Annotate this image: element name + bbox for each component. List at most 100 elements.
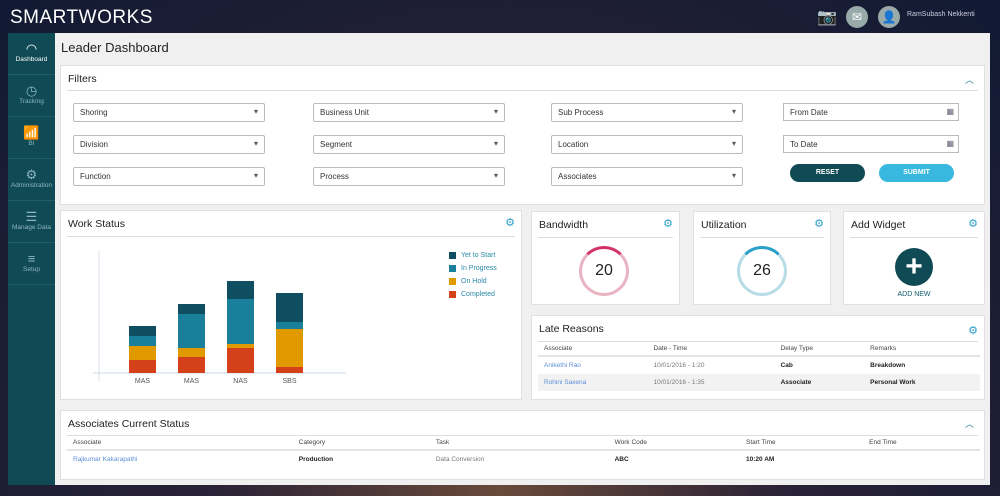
- table-cell[interactable]: Rohini Saxena: [544, 379, 587, 386]
- divider: [700, 237, 824, 238]
- sidebar: ◠ Dashboard ◷ Tracking 📶 BI ⚙ Administration ☰ Ma…: [8, 33, 55, 485]
- table-cell: 10/01/2016 - 1:20: [653, 362, 705, 369]
- utilization-panel: Utilization ⚙ 26: [693, 211, 831, 305]
- bar-on-hold[interactable]: [227, 344, 254, 348]
- column-header: Remarks: [864, 342, 980, 357]
- sidebar-item-label: Manage Data: [11, 224, 52, 231]
- legend-item[interactable]: Yet to Start: [449, 249, 497, 262]
- calendar-icon[interactable]: ▦: [946, 139, 954, 148]
- legend-item[interactable]: In Progress: [449, 262, 497, 275]
- collapse-icon[interactable]: ︿: [964, 75, 974, 85]
- database-icon: ☰: [25, 209, 38, 224]
- legend-swatch: [449, 265, 456, 272]
- bar-in-progress[interactable]: [129, 336, 156, 346]
- top-bar: SMARTWORKS 📷 ✉ 👤 RamSubash Nekkenti: [0, 0, 1000, 33]
- sub-process-select[interactable]: Sub Process: [551, 103, 743, 122]
- table-row: Rajkumar Kakarapathi Production Data Conve…: [67, 450, 980, 468]
- table-cell: ABC: [614, 456, 629, 463]
- bar-in-progress[interactable]: [276, 322, 303, 329]
- late-reasons-title: Late Reasons: [539, 323, 604, 335]
- bar-on-hold[interactable]: [276, 329, 303, 367]
- bar-completed[interactable]: [227, 348, 254, 373]
- legend-label: Completed: [461, 291, 495, 298]
- chart-legend: Yet to Start In Progress On Hold Completed: [449, 249, 497, 301]
- filters-title: Filters: [68, 73, 97, 85]
- bar-in-progress[interactable]: [227, 299, 254, 344]
- business-unit-select[interactable]: Business Unit: [313, 103, 505, 122]
- table-header: Associate Category Task Work Code Start Time…: [67, 436, 980, 451]
- legend-swatch: [449, 252, 456, 259]
- sidebar-item-setup[interactable]: ≡ Setup: [8, 243, 55, 285]
- mail-icon[interactable]: ✉: [846, 6, 868, 28]
- segment-select[interactable]: Segment: [313, 135, 505, 154]
- process-select[interactable]: Process: [313, 167, 505, 186]
- filters-panel: Filters ︿ Shoring Business Unit Sub Proces…: [60, 65, 985, 205]
- bar-yet-to-start[interactable]: [129, 326, 156, 336]
- associates-title: Associates Current Status: [68, 418, 190, 430]
- bar-on-hold[interactable]: [178, 348, 205, 357]
- legend-item[interactable]: Completed: [449, 288, 497, 301]
- associates-panel: Associates Current Status ︿ Associate Cat…: [60, 410, 985, 480]
- legend-swatch: [449, 278, 456, 285]
- sidebar-item-tracking[interactable]: ◷ Tracking: [8, 75, 55, 117]
- table-cell[interactable]: Rajkumar Kakarapathi: [73, 456, 138, 463]
- location-select[interactable]: Location: [551, 135, 743, 154]
- division-select[interactable]: Division: [73, 135, 265, 154]
- column-header: Work Code: [608, 436, 740, 451]
- utilization-gauge: 26: [737, 246, 787, 296]
- submit-button[interactable]: SUBMIT: [879, 164, 954, 182]
- calendar-icon[interactable]: ▦: [946, 107, 954, 116]
- late-reasons-panel: Late Reasons ⚙ Associate Date - Time Delay…: [531, 315, 985, 400]
- bar-completed[interactable]: [129, 360, 156, 373]
- column-header: End Time: [863, 436, 980, 451]
- settings-icon[interactable]: ⚙: [663, 218, 673, 230]
- to-date-placeholder: To Date: [790, 140, 818, 149]
- bar-completed[interactable]: [178, 357, 205, 373]
- bar-in-progress[interactable]: [178, 314, 205, 348]
- add-icon[interactable]: +: [895, 248, 933, 286]
- avatar[interactable]: 👤: [878, 6, 900, 28]
- add-new-button[interactable]: ADD NEW: [897, 291, 931, 298]
- to-date-input[interactable]: To Date ▦: [783, 135, 959, 153]
- table-cell: Production: [298, 456, 334, 463]
- settings-icon[interactable]: ⚙: [968, 218, 978, 230]
- function-select[interactable]: Function: [73, 167, 265, 186]
- camera-icon[interactable]: 📷: [817, 9, 837, 26]
- bar-yet-to-start[interactable]: [227, 281, 254, 299]
- divider: [538, 237, 673, 238]
- bar-completed[interactable]: [276, 367, 303, 373]
- bar-on-hold[interactable]: [129, 346, 156, 360]
- bar-yet-to-start[interactable]: [276, 293, 303, 322]
- sidebar-item-label: Administration: [10, 182, 53, 189]
- legend-item[interactable]: On Hold: [449, 275, 497, 288]
- shoring-select[interactable]: Shoring: [73, 103, 265, 122]
- late-reasons-table: Associate Date - Time Delay Type Remarks Ani…: [538, 342, 980, 391]
- table-cell[interactable]: Anikethi Rao: [544, 362, 581, 369]
- add-widget-panel: Add Widget ⚙ + ADD NEW: [843, 211, 985, 305]
- table-row: Rohini Saxena 10/01/2016 - 1:35 Associate P…: [538, 374, 980, 391]
- x-tick-label: MAS: [135, 378, 151, 385]
- sidebar-item-manage-data[interactable]: ☰ Manage Data: [8, 201, 55, 243]
- bandwidth-panel: Bandwidth ⚙ 20: [531, 211, 680, 305]
- sidebar-item-bi[interactable]: 📶 BI: [8, 117, 55, 159]
- table-cell: 10:20 AM: [746, 456, 775, 463]
- reset-button[interactable]: RESET: [790, 164, 865, 182]
- sidebar-item-dashboard[interactable]: ◠ Dashboard: [8, 33, 55, 75]
- settings-icon[interactable]: ⚙: [814, 218, 824, 230]
- legend-label: On Hold: [461, 278, 487, 285]
- gauge-icon: ◠: [25, 41, 38, 56]
- associates-table: Associate Category Task Work Code Start Time…: [67, 436, 980, 468]
- collapse-icon[interactable]: ︿: [964, 419, 974, 429]
- from-date-input[interactable]: From Date ▦: [783, 103, 959, 121]
- associates-select[interactable]: Associates: [551, 167, 743, 186]
- sliders-icon: ≡: [27, 251, 36, 266]
- sidebar-item-administration[interactable]: ⚙ Administration: [8, 159, 55, 201]
- sidebar-item-label: BI: [28, 140, 35, 147]
- bar-yet-to-start[interactable]: [178, 304, 205, 314]
- settings-icon[interactable]: ⚙: [505, 217, 515, 229]
- utilization-title: Utilization: [701, 219, 747, 231]
- main-content: Leader Dashboard Filters ︿ Shoring Busine…: [55, 33, 990, 485]
- user-name[interactable]: RamSubash Nekkenti: [907, 11, 975, 18]
- settings-icon[interactable]: ⚙: [968, 325, 978, 337]
- clock-icon: ◷: [25, 83, 38, 98]
